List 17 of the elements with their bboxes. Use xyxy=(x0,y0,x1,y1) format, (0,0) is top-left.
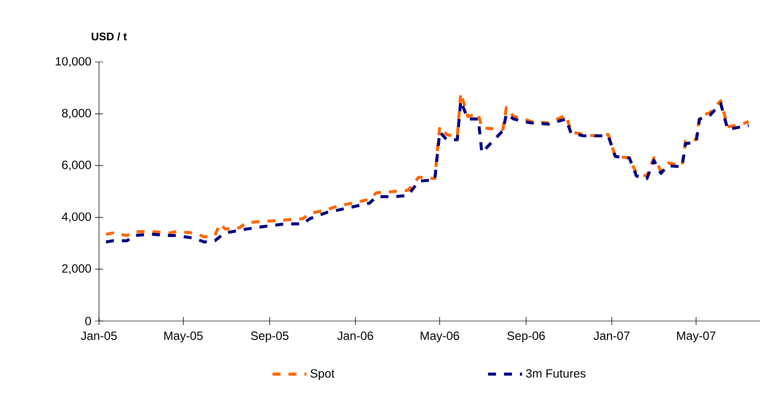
y-tick-label: 10,000 xyxy=(56,57,92,67)
y-tick-label: 8,000 xyxy=(62,108,92,119)
y-axis-title: USD / t xyxy=(92,32,127,40)
y-tick-label: 0 xyxy=(85,316,92,326)
x-tick-label: Sep-05 xyxy=(250,332,288,342)
x-tick-label: May-06 xyxy=(420,332,460,342)
x-tick-label: Jan-06 xyxy=(337,332,374,340)
y-tick-label: 6,000 xyxy=(62,160,92,171)
x-tick-label: May-07 xyxy=(677,332,716,342)
x-tick-label: May-05 xyxy=(164,332,203,342)
y-tick-label: 2,000 xyxy=(62,264,92,274)
x-tick-label: Jan-07 xyxy=(594,332,630,340)
y-tick-label: 4,000 xyxy=(62,212,92,222)
x-tick-label: Sep-06 xyxy=(507,332,545,342)
x-tick-label: Jan-05 xyxy=(80,332,117,340)
legend-label: Spot xyxy=(310,369,334,380)
legend-label: 3m Futures xyxy=(526,369,586,378)
